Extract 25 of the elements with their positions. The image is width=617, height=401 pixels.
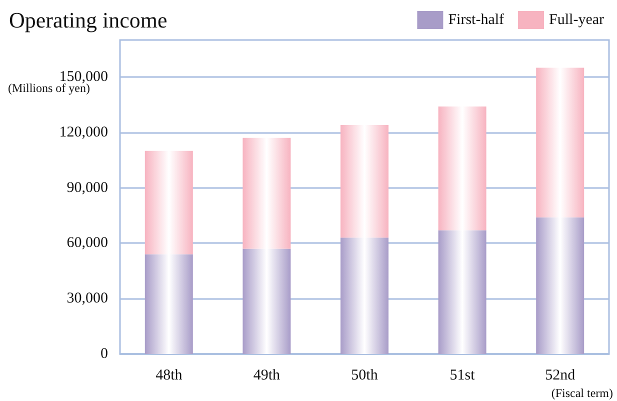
legend-label: Full-year: [549, 12, 604, 28]
bar: [536, 217, 584, 354]
x-tick-label: 48th: [156, 368, 183, 384]
bar: [242, 248, 291, 354]
y-tick-label: 60,000: [66, 235, 108, 252]
x-tick-label: 52nd: [545, 368, 576, 384]
y-tick-label: 30,000: [66, 290, 108, 307]
x-axis-title: (Fiscal term): [551, 386, 614, 400]
bar: [438, 106, 486, 230]
bar: [242, 138, 291, 249]
chart-title: Operating income: [9, 8, 168, 32]
bar: [144, 254, 193, 354]
y-tick-label: 150,000: [59, 68, 108, 85]
y-tick-label: 120,000: [59, 124, 108, 140]
bar: [536, 68, 584, 218]
legend-label: First-half: [448, 12, 504, 28]
bar: [438, 230, 486, 354]
bar: [340, 124, 388, 238]
y-tick-label: 90,000: [66, 180, 108, 196]
x-tick-label: 50th: [351, 368, 378, 384]
x-tick-label: 51st: [450, 368, 476, 384]
y-tick-label: 0: [100, 346, 108, 362]
bar: [340, 238, 388, 354]
bar: [144, 150, 193, 254]
x-tick-label: 49th: [253, 368, 281, 384]
